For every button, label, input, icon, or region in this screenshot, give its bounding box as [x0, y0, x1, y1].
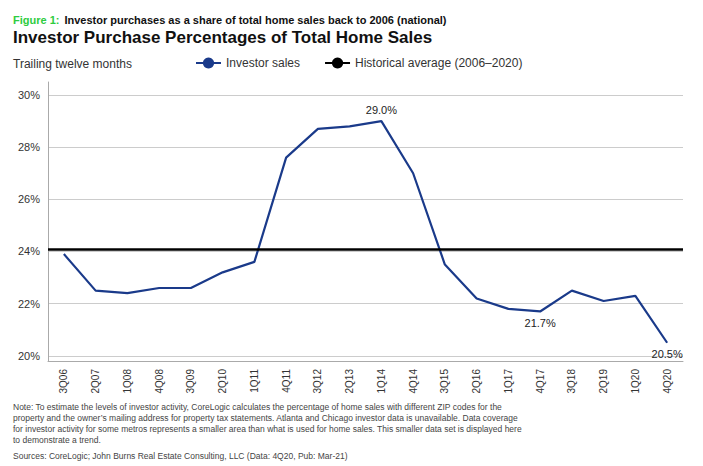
svg-text:4Q20: 4Q20: [662, 369, 673, 394]
svg-text:30%: 30%: [18, 89, 40, 101]
svg-text:26%: 26%: [18, 193, 40, 205]
svg-text:3Q12: 3Q12: [312, 369, 323, 394]
svg-text:4Q08: 4Q08: [154, 369, 165, 394]
svg-text:1Q17: 1Q17: [503, 369, 514, 394]
svg-text:Sources: CoreLogic; John Burns: Sources: CoreLogic; John Burns Real Esta…: [13, 451, 348, 461]
svg-text:to demonstrate a trend.: to demonstrate a trend.: [13, 435, 101, 445]
svg-text:Investor purchases as a share: Investor purchases as a share of total h…: [64, 14, 446, 26]
svg-text:20.5%: 20.5%: [652, 348, 683, 360]
svg-text:3Q18: 3Q18: [566, 369, 577, 394]
svg-text:1Q20: 1Q20: [630, 369, 641, 394]
svg-text:3Q09: 3Q09: [185, 369, 196, 394]
svg-text:2Q19: 2Q19: [598, 369, 609, 394]
svg-text:Investor sales: Investor sales: [226, 56, 300, 70]
svg-text:24%: 24%: [18, 245, 40, 257]
svg-text:22%: 22%: [18, 298, 40, 310]
svg-text:3Q15: 3Q15: [439, 369, 450, 394]
svg-text:2Q10: 2Q10: [217, 369, 228, 394]
svg-text:2Q07: 2Q07: [90, 369, 101, 394]
svg-text:21.7%: 21.7%: [525, 317, 556, 329]
svg-text:property and the owner’s maili: property and the owner’s mailing address…: [13, 413, 518, 423]
svg-text:Figure 1:: Figure 1:: [13, 14, 59, 26]
svg-text:2Q13: 2Q13: [344, 369, 355, 394]
svg-text:4Q17: 4Q17: [535, 369, 546, 394]
svg-text:1Q14: 1Q14: [376, 369, 387, 394]
svg-text:28%: 28%: [18, 141, 40, 153]
svg-text:1Q11: 1Q11: [249, 369, 260, 393]
svg-text:Investor Purchase Percentages: Investor Purchase Percentages of Total H…: [13, 28, 432, 47]
svg-text:Note: To estimate the levels o: Note: To estimate the levels of investor…: [13, 402, 502, 412]
svg-text:4Q14: 4Q14: [408, 369, 419, 394]
svg-text:2Q16: 2Q16: [471, 369, 482, 394]
svg-text:1Q08: 1Q08: [122, 369, 133, 394]
svg-text:Historical average (2006–2020): Historical average (2006–2020): [355, 56, 522, 70]
svg-text:20%: 20%: [18, 350, 40, 362]
svg-text:Trailing twelve months: Trailing twelve months: [13, 57, 132, 71]
svg-text:for investor activity for some: for investor activity for some metros re…: [13, 424, 522, 434]
svg-text:4Q11: 4Q11: [281, 369, 292, 393]
svg-text:3Q06: 3Q06: [58, 369, 69, 394]
svg-text:29.0%: 29.0%: [366, 104, 397, 116]
